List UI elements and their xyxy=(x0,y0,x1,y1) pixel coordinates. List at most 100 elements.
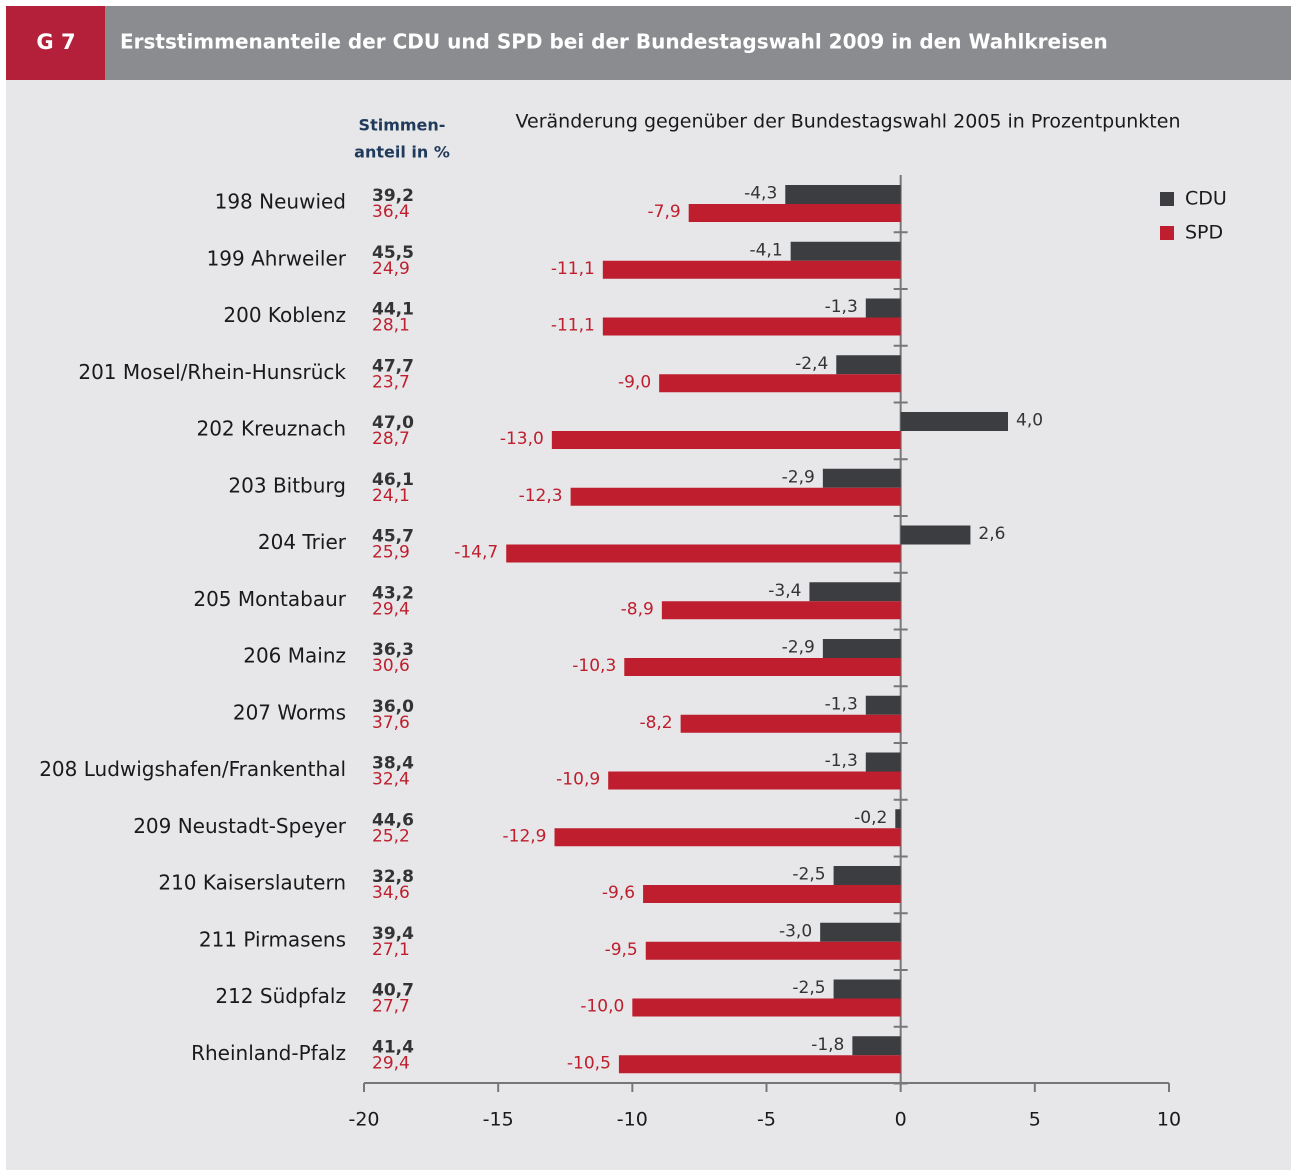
bar xyxy=(790,241,901,261)
bar xyxy=(570,487,901,506)
value-label: -2,4 xyxy=(795,354,828,374)
subtitle: Veränderung gegenüber der Bundestagswahl… xyxy=(516,111,1181,133)
value-label: -10,0 xyxy=(580,997,624,1017)
bar xyxy=(602,317,901,336)
value-label: -9,0 xyxy=(618,372,651,392)
value-label: -4,3 xyxy=(744,184,777,204)
share-cdu: 38,4 xyxy=(372,754,414,774)
share-cdu: 32,8 xyxy=(372,867,414,887)
bar xyxy=(822,639,901,658)
value-label: 4,0 xyxy=(1016,411,1043,431)
share-cdu: 46,1 xyxy=(372,470,414,490)
value-label: -9,6 xyxy=(602,883,635,903)
value-label: -2,9 xyxy=(782,467,815,487)
share-spd: 29,4 xyxy=(372,1053,410,1073)
bar xyxy=(680,714,901,733)
value-label: -14,7 xyxy=(454,543,498,563)
value-label: -10,3 xyxy=(572,656,616,676)
category-label: 210 Kaiserslautern xyxy=(158,871,346,895)
value-label: -12,9 xyxy=(503,826,547,846)
bar xyxy=(900,412,1008,431)
share-spd: 29,4 xyxy=(372,599,410,619)
share-spd: 27,7 xyxy=(372,997,410,1017)
badge-box xyxy=(6,6,105,80)
header-bar xyxy=(6,6,1291,80)
share-spd: 23,7 xyxy=(372,372,410,392)
share-spd: 27,1 xyxy=(372,940,410,960)
share-spd: 32,4 xyxy=(372,770,410,790)
share-cdu: 45,7 xyxy=(372,527,414,547)
category-label: 207 Worms xyxy=(233,700,346,724)
category-label: Rheinland-Pfalz xyxy=(191,1041,346,1065)
bar xyxy=(551,431,901,449)
bar xyxy=(833,866,901,885)
value-label: 2,6 xyxy=(978,524,1005,544)
value-label: -8,9 xyxy=(621,599,654,619)
value-label: -1,3 xyxy=(825,297,858,317)
category-label: 206 Mainz xyxy=(243,644,346,668)
share-cdu: 36,0 xyxy=(372,697,414,717)
bar xyxy=(785,185,901,204)
bar xyxy=(900,525,971,545)
value-label: -13,0 xyxy=(500,429,544,449)
share-cdu: 43,2 xyxy=(372,583,414,603)
share-spd: 37,6 xyxy=(372,713,410,733)
bar xyxy=(833,979,901,999)
value-label: -1,3 xyxy=(825,694,858,714)
bar xyxy=(643,885,901,903)
value-label: -2,9 xyxy=(782,638,815,658)
value-label: -3,0 xyxy=(779,921,812,941)
category-label: 199 Ahrweiler xyxy=(207,246,347,270)
bar xyxy=(852,1036,901,1056)
share-cdu: 44,1 xyxy=(372,300,414,320)
value-label: -11,1 xyxy=(551,316,595,336)
share-cdu: 41,4 xyxy=(372,1037,414,1057)
share-cdu: 36,3 xyxy=(372,640,414,660)
x-tick-label: 0 xyxy=(895,1109,907,1131)
legend-swatch xyxy=(1160,192,1174,206)
bar xyxy=(836,355,901,375)
bar xyxy=(608,771,901,790)
bar xyxy=(822,468,901,488)
bar xyxy=(645,941,901,960)
legend-label: CDU xyxy=(1185,188,1227,210)
share-spd: 30,6 xyxy=(372,656,410,676)
value-label: -1,3 xyxy=(825,751,858,771)
legend-swatch xyxy=(1160,226,1174,240)
value-label: -12,3 xyxy=(519,486,563,506)
bar xyxy=(661,601,901,620)
bar xyxy=(506,544,901,563)
badge: G 7 xyxy=(36,30,75,54)
value-label: -9,5 xyxy=(605,940,638,960)
x-tick-label: -5 xyxy=(757,1109,776,1131)
share-spd: 28,7 xyxy=(372,429,410,449)
share-spd: 25,9 xyxy=(372,543,410,563)
background xyxy=(6,6,1291,1170)
share-spd: 28,1 xyxy=(372,316,410,336)
bar xyxy=(865,695,901,715)
category-label: 209 Neustadt-Speyer xyxy=(133,814,347,838)
share-spd: 36,4 xyxy=(372,202,410,222)
category-label: 211 Pirmasens xyxy=(199,927,346,951)
share-spd: 24,9 xyxy=(372,259,410,279)
category-label: 212 Südpfalz xyxy=(215,984,346,1008)
category-label: 204 Trier xyxy=(258,530,347,554)
legend-label: SPD xyxy=(1185,222,1223,244)
x-tick-label: 10 xyxy=(1157,1109,1181,1131)
share-cdu: 40,7 xyxy=(372,981,414,1001)
bar xyxy=(602,260,901,279)
value-label: -4,1 xyxy=(749,240,782,260)
category-label: 203 Bitburg xyxy=(228,473,346,497)
share-cdu: 45,5 xyxy=(372,243,414,263)
value-label: -3,4 xyxy=(768,581,801,601)
bar xyxy=(554,828,901,847)
x-tick-label: -10 xyxy=(617,1109,648,1131)
bar xyxy=(820,922,901,942)
category-label: 205 Montabaur xyxy=(193,587,346,611)
category-label: 202 Kreuznach xyxy=(196,417,346,441)
value-label: -2,5 xyxy=(792,978,825,998)
share-cdu: 39,2 xyxy=(372,186,414,206)
category-label: 201 Mosel/Rhein-Hunsrück xyxy=(78,360,346,384)
bar xyxy=(632,998,901,1017)
